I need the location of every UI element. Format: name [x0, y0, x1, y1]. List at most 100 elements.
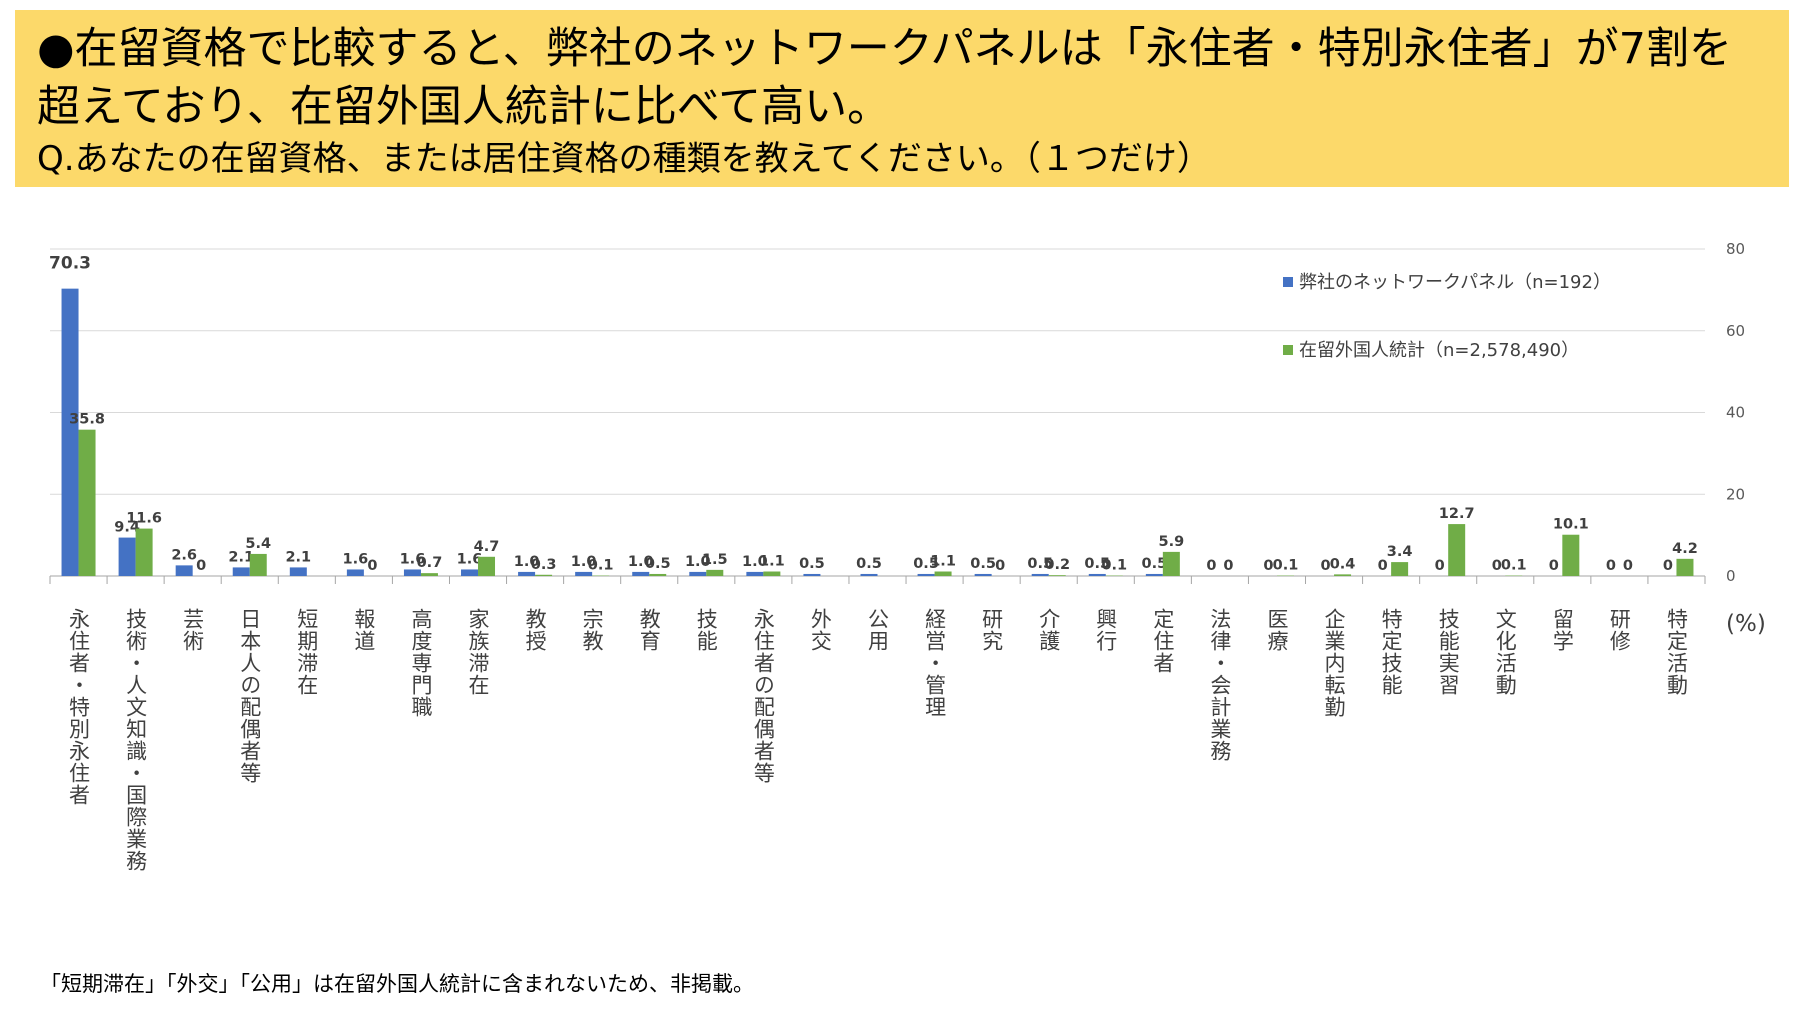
- data-label: 0.5: [1084, 556, 1110, 572]
- bar-panel: [1088, 573, 1106, 576]
- x-category-label: 法律・会計業務: [1208, 608, 1232, 762]
- x-category-label: 教授: [523, 608, 547, 652]
- bar-stats: [934, 571, 952, 576]
- x-category-label: 文化活動: [1493, 608, 1517, 696]
- x-category-label: 永住者・特別永住者: [67, 608, 91, 806]
- data-label: 1.6: [457, 551, 483, 567]
- x-category-label: 興行: [1094, 608, 1118, 652]
- legend-label: 在留外国人統計（n=2,578,490）: [1299, 340, 1579, 361]
- data-label: 1.1: [759, 554, 785, 570]
- x-category-label: 報道: [352, 608, 376, 652]
- x-category-label: 経営・管理: [923, 608, 947, 718]
- data-label: 0.5: [645, 556, 671, 572]
- bar-panel: [689, 571, 707, 576]
- bar-panel: [175, 565, 193, 576]
- data-label: 1.6: [400, 551, 426, 567]
- data-label: 70.3: [49, 254, 91, 274]
- x-category-label: 留学: [1550, 608, 1574, 652]
- x-category-label: 定住者: [1151, 608, 1175, 674]
- data-label: 10.1: [1553, 517, 1589, 533]
- data-label: 1.0: [742, 554, 768, 570]
- unit-label: (%): [1726, 611, 1766, 637]
- x-category-label: 技能実習: [1436, 608, 1460, 696]
- data-label: 0.5: [856, 556, 882, 572]
- y-tick-label: 60: [1726, 322, 1745, 340]
- data-label: 5.9: [1159, 534, 1185, 550]
- bar-panel: [1031, 573, 1049, 576]
- bar-stats: [135, 528, 153, 576]
- x-category-label: 技能: [694, 608, 718, 652]
- bar-panel: [289, 567, 307, 576]
- data-label: 2.1: [285, 549, 311, 565]
- headline-line-2: 超えており、在留外国人統計に比べて高い。: [37, 82, 891, 132]
- data-label: 0: [1606, 558, 1616, 574]
- data-label: 0: [1623, 558, 1633, 574]
- data-label: 1.1: [930, 554, 956, 570]
- bar-stats: [1334, 574, 1352, 576]
- x-category-label: 技術・人文知識・国際業務: [124, 608, 148, 872]
- bar-panel: [974, 573, 992, 576]
- data-label: 12.7: [1439, 506, 1475, 522]
- data-label: 0: [1206, 558, 1216, 574]
- x-category-label: 日本人の配偶者等: [238, 608, 262, 784]
- bar-stats: [1048, 575, 1066, 576]
- data-label: 1.0: [514, 554, 540, 570]
- slide-header: ●在留資格で比較すると、弊社のネットワークパネルは「永住者・特別永住者」が7割を…: [15, 10, 1789, 187]
- data-label: 0: [1263, 558, 1273, 574]
- data-label: 9.4: [114, 520, 140, 536]
- data-label: 0.1: [588, 558, 614, 574]
- bar-stats: [1391, 562, 1409, 576]
- data-label: 0: [1492, 558, 1502, 574]
- data-label: 0: [1663, 558, 1673, 574]
- data-label: 0: [367, 558, 377, 574]
- legend-swatch: [1283, 277, 1293, 287]
- bar-stats: [1162, 551, 1180, 576]
- bar-panel: [860, 573, 878, 576]
- x-category-label: 介護: [1037, 608, 1061, 652]
- bar-stats: [420, 573, 438, 576]
- data-label: 0.4: [1330, 556, 1356, 572]
- bar-panel: [1145, 573, 1163, 576]
- x-category-label: 医療: [1265, 608, 1289, 652]
- data-label: 4.7: [474, 539, 500, 555]
- bar-panel: [632, 571, 650, 576]
- y-tick-label: 40: [1726, 404, 1745, 422]
- y-tick-label: 0: [1726, 567, 1736, 585]
- bar-stats: [649, 573, 667, 576]
- y-tick-label: 80: [1726, 240, 1745, 258]
- x-category-label: 芸術: [181, 608, 205, 652]
- data-label: 0: [995, 558, 1005, 574]
- bar-stats: [1448, 524, 1466, 576]
- data-label: 0: [1223, 558, 1233, 574]
- data-label: 2.1: [228, 549, 254, 565]
- data-label: 0: [196, 558, 206, 574]
- data-label: 0.3: [531, 557, 557, 573]
- x-category-label: 教育: [637, 608, 661, 652]
- data-label: 0.5: [1027, 556, 1053, 572]
- data-label: 0: [1321, 558, 1331, 574]
- data-label: 5.4: [245, 536, 271, 552]
- data-label: 0.1: [1273, 558, 1299, 574]
- bar-panel: [917, 573, 935, 576]
- data-label: 3.4: [1387, 544, 1413, 560]
- x-category-label: 企業内転勤: [1322, 608, 1346, 718]
- data-label: 2.6: [171, 547, 197, 563]
- data-label: 0.5: [1142, 556, 1168, 572]
- data-label: 1.6: [343, 551, 369, 567]
- x-category-label: 研修: [1607, 608, 1631, 652]
- bar-panel: [803, 573, 821, 576]
- x-category-label: 特定活動: [1664, 608, 1688, 696]
- bar-panel: [461, 569, 479, 576]
- survey-question: Q.あなたの在留資格、または居住資格の種類を教えてください。（１つだけ）: [37, 139, 1211, 179]
- data-label: 1.0: [685, 554, 711, 570]
- data-label: 11.6: [126, 511, 162, 527]
- bar-panel: [746, 571, 764, 576]
- footnote: 「短期滞在」「外交」「公用」は在留外国人統計に含まれないため、非掲載。: [40, 972, 754, 996]
- x-category-label: 宗教: [580, 608, 604, 652]
- data-label: 0.7: [417, 555, 443, 571]
- x-category-label: 永住者の配偶者等: [751, 608, 775, 784]
- data-label: 1.0: [628, 554, 654, 570]
- data-label: 4.2: [1672, 541, 1698, 557]
- data-label: 0.5: [913, 556, 939, 572]
